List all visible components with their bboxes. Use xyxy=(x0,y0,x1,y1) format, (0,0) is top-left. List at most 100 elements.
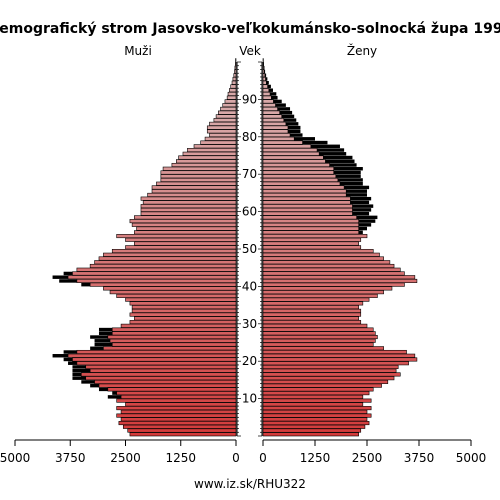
female-bar-age-17 xyxy=(262,368,397,373)
male-bar-age-6 xyxy=(120,409,237,414)
male-surplus-age-42 xyxy=(52,275,69,279)
female-bar-age-32 xyxy=(262,312,362,317)
female-bar-age-34 xyxy=(262,305,359,310)
female-bar-age-75 xyxy=(262,151,320,156)
female-surplus-age-87 xyxy=(277,107,291,111)
female-bar-age-78 xyxy=(262,140,303,145)
female-bar-age-52 xyxy=(262,237,362,242)
male-bar-age-21 xyxy=(67,353,237,358)
x-axis-right: 0 1250 2500 3750 5000 xyxy=(259,439,486,465)
female-bar-age-30 xyxy=(262,320,362,325)
male-bar-age-57 xyxy=(129,219,237,224)
male-bar-age-92 xyxy=(229,88,237,93)
male-bar-age-17 xyxy=(89,368,237,373)
female-surplus-age-95 xyxy=(265,77,268,81)
female-bar-age-94 xyxy=(262,80,267,85)
male-bar-age-60 xyxy=(140,207,237,212)
right-series-label: Ženy xyxy=(347,43,377,58)
age-tick-label: 30 xyxy=(242,317,257,331)
female-bar-age-15 xyxy=(262,376,395,381)
female-bar-age-97 xyxy=(262,69,265,74)
male-bar-age-26 xyxy=(107,335,237,340)
male-surplus-age-14 xyxy=(81,380,95,384)
male-bar-age-18 xyxy=(85,364,237,369)
male-bar-age-34 xyxy=(131,305,237,310)
female-bar-age-7 xyxy=(262,406,372,411)
male-bar-age-54 xyxy=(134,230,237,235)
age-tick-label: 40 xyxy=(242,279,257,293)
female-bar-age-59 xyxy=(262,211,353,216)
female-bar-age-88 xyxy=(262,103,276,108)
female-bar-age-48 xyxy=(262,252,380,257)
female-bar-age-66 xyxy=(262,185,345,190)
male-bar-age-9 xyxy=(116,398,237,403)
male-bar-age-61 xyxy=(140,204,237,209)
female-surplus-age-81 xyxy=(287,129,301,134)
age-tick-label: 50 xyxy=(242,242,257,256)
female-bar-age-19 xyxy=(262,361,409,366)
female-surplus-age-55 xyxy=(358,226,367,231)
female-bars xyxy=(262,58,418,437)
male-bar-age-62 xyxy=(142,200,237,205)
male-bar-age-87 xyxy=(220,106,237,111)
female-surplus-age-57 xyxy=(358,219,376,223)
female-surplus-age-71 xyxy=(333,167,363,171)
age-axis: 10 20 30 40 50 60 70 80 90 xyxy=(236,61,263,437)
female-bar-age-55 xyxy=(262,226,359,231)
female-surplus-age-85 xyxy=(281,114,295,119)
male-bar-age-47 xyxy=(98,256,237,261)
female-surplus-age-94 xyxy=(266,80,269,85)
male-bar-age-11 xyxy=(116,391,237,396)
male-bar-age-7 xyxy=(116,406,237,411)
male-bar-age-33 xyxy=(131,308,237,313)
male-bar-age-3 xyxy=(118,421,237,426)
female-bar-age-5 xyxy=(262,413,372,418)
male-bar-age-74 xyxy=(178,155,237,160)
male-bar-age-80 xyxy=(209,133,237,138)
female-surplus-age-62 xyxy=(350,200,370,205)
male-surplus-age-10 xyxy=(107,395,122,399)
female-bar-age-2 xyxy=(262,424,366,429)
female-bar-age-85 xyxy=(262,114,283,119)
male-bar-age-24 xyxy=(111,342,237,347)
male-bar-age-25 xyxy=(109,338,237,343)
female-surplus-age-74 xyxy=(323,155,353,160)
male-surplus-age-21 xyxy=(52,354,69,358)
male-bar-age-95 xyxy=(232,76,237,82)
female-bar-age-87 xyxy=(262,106,278,111)
male-bar-age-12 xyxy=(107,387,237,392)
female-surplus-age-60 xyxy=(352,208,372,212)
female-surplus-age-79 xyxy=(294,137,315,141)
female-bar-age-67 xyxy=(262,181,341,186)
male-bar-age-96 xyxy=(233,73,237,78)
female-surplus-age-75 xyxy=(319,152,347,156)
x-tick-label-right: 1250 xyxy=(300,451,331,465)
female-bar-age-1 xyxy=(262,428,362,433)
female-bar-age-62 xyxy=(262,200,351,205)
female-bar-age-74 xyxy=(262,155,324,160)
male-bar-age-55 xyxy=(136,226,237,231)
female-bar-age-16 xyxy=(262,372,401,377)
male-bar-age-73 xyxy=(176,159,237,164)
male-bar-age-94 xyxy=(231,80,237,85)
female-bar-age-89 xyxy=(262,99,274,104)
male-bars xyxy=(52,58,237,437)
female-surplus-age-92 xyxy=(268,88,273,92)
male-surplus-age-28 xyxy=(98,327,113,332)
male-bar-age-29 xyxy=(120,323,237,328)
female-bar-age-80 xyxy=(262,133,291,138)
male-surplus-age-19 xyxy=(68,361,77,365)
male-bar-age-8 xyxy=(125,402,237,407)
female-bar-age-51 xyxy=(262,241,359,246)
male-bar-age-31 xyxy=(134,316,237,321)
male-bar-age-71 xyxy=(162,166,237,171)
male-bar-age-0 xyxy=(129,432,237,437)
female-bar-age-91 xyxy=(262,91,271,96)
male-bar-age-1 xyxy=(127,428,237,433)
female-surplus-age-54 xyxy=(358,230,363,235)
male-bar-age-56 xyxy=(131,222,237,227)
male-bar-age-30 xyxy=(129,320,237,325)
female-bar-age-69 xyxy=(262,174,337,179)
female-bar-age-31 xyxy=(262,316,359,321)
female-surplus-age-86 xyxy=(279,110,293,115)
